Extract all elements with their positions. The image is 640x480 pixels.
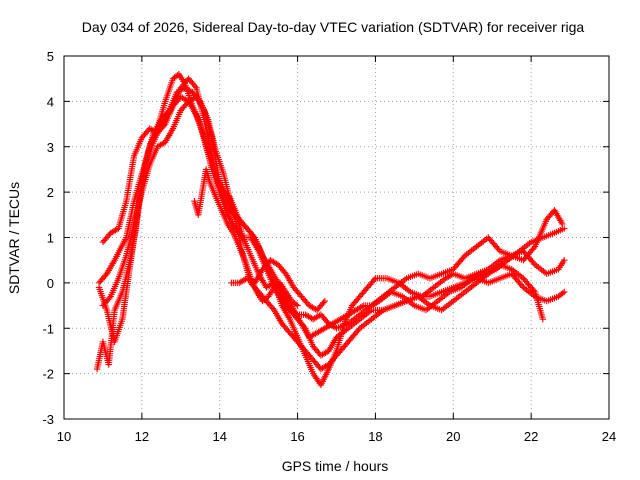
y-tick-label: 1 xyxy=(47,231,54,246)
data-point xyxy=(460,253,467,261)
data-point xyxy=(312,305,319,313)
y-axis-title: SDTVAR / TECUs xyxy=(6,182,22,294)
y-tick-label: 0 xyxy=(47,276,54,291)
x-tick-label: 22 xyxy=(524,429,538,444)
grid xyxy=(64,56,609,419)
series-trace-g xyxy=(228,256,329,314)
data-point xyxy=(281,269,288,276)
data-point xyxy=(106,294,113,302)
data-point xyxy=(294,302,301,309)
x-tick-label: 12 xyxy=(135,429,149,444)
data-point xyxy=(102,272,109,279)
series-trace-c xyxy=(95,93,568,359)
x-axis-title: GPS time / hours xyxy=(282,458,389,474)
data-point xyxy=(191,83,199,90)
y-tick-label: -1 xyxy=(42,321,54,336)
x-tick-label: 14 xyxy=(212,429,226,444)
data-point xyxy=(370,276,378,284)
y-tick-label: 3 xyxy=(47,140,54,155)
data-point xyxy=(561,225,568,232)
data-point xyxy=(358,303,366,310)
y-tick-label: 5 xyxy=(47,49,54,64)
data-point xyxy=(561,256,568,264)
data-point xyxy=(316,312,323,319)
x-tick-label: 10 xyxy=(57,429,71,444)
data-point xyxy=(518,282,526,290)
data-point xyxy=(530,244,537,252)
data-point xyxy=(160,122,168,129)
x-tick-label: 18 xyxy=(368,429,382,444)
series-trace-d xyxy=(99,75,566,332)
data-point xyxy=(300,323,308,330)
chart-title: Day 034 of 2026, Sidereal Day-to-day VTE… xyxy=(82,19,585,35)
data-point xyxy=(292,310,300,317)
data-point xyxy=(539,315,547,323)
y-tick-label: 4 xyxy=(47,94,54,109)
y-tick-label: -2 xyxy=(42,367,54,382)
data-point xyxy=(561,288,568,296)
data-point xyxy=(269,305,277,312)
data-point xyxy=(355,326,362,333)
x-tick-label: 20 xyxy=(446,429,460,444)
data-point xyxy=(495,246,502,253)
data-layer xyxy=(93,70,568,389)
data-point xyxy=(292,301,300,308)
x-tick-label: 16 xyxy=(290,429,304,444)
data-point xyxy=(559,220,566,228)
data-point xyxy=(320,299,327,306)
data-point xyxy=(321,297,329,305)
series-trace-f xyxy=(191,166,301,309)
x-tick-label: 24 xyxy=(602,429,616,444)
data-point xyxy=(530,260,537,267)
y-tick-label: 2 xyxy=(47,185,54,200)
data-point xyxy=(559,289,566,297)
data-point xyxy=(530,287,537,294)
y-tick-label: -3 xyxy=(42,412,54,427)
data-point xyxy=(246,228,253,235)
data-point xyxy=(152,129,160,136)
